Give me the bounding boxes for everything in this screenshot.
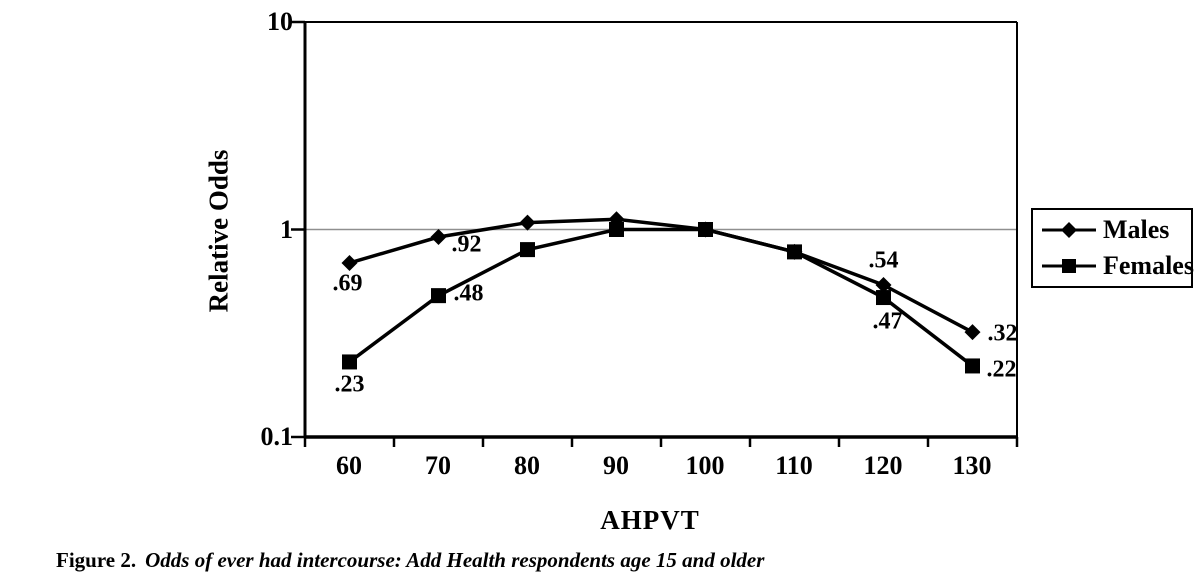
legend-item-females: Females [1041,252,1194,280]
square-marker [965,358,980,374]
x-tick-label-90: 90 [603,451,629,480]
square-marker [787,244,802,260]
x-tick-label-60: 60 [336,451,362,480]
x-tick-label-100: 100 [685,451,725,480]
females-line-square-icon [1042,259,1096,273]
diamond-marker [519,214,536,231]
legend-label-males: Males [1103,215,1170,244]
square-marker [698,222,713,237]
x-tick-label-110: 110 [775,451,813,480]
x-axis-title: AHPVT [600,505,700,535]
legend-label-females: Females [1103,251,1194,280]
figure-caption: Figure 2. Odds of ever had intercourse: A… [56,548,764,573]
x-tick-label-130: 130 [952,451,992,480]
point-label-males-120: .54 [868,247,899,274]
legend: Males Females [1031,208,1194,288]
point-label-females-130: .22 [986,356,1017,383]
y-tick-label-1: 1 [280,215,293,244]
diamond-marker [964,324,981,341]
series-line-males [349,217,974,334]
square-marker [431,288,446,304]
males-line-diamond-icon [1042,222,1096,238]
plot-canvas [291,20,1019,447]
square-marker [520,242,535,258]
x-tick-label-120: 120 [863,451,903,480]
figure-caption-number: Figure 2. [56,548,137,572]
figure-caption-text: Odds of ever had intercourse: Add Health… [145,548,765,572]
diamond-marker [430,229,447,246]
diamond-marker [875,277,892,294]
legend-item-males: Males [1041,216,1187,244]
x-tick-label-70: 70 [425,451,451,480]
y-tick-label-10: 10 [267,7,293,36]
point-label-females-60: .23 [334,371,365,398]
y-axis-title: Relative Odds [203,149,234,313]
point-label-females-120: .47 [872,308,903,335]
point-label-males-60: .69 [332,270,363,297]
series-line-females [348,227,974,368]
point-label-males-130: .32 [987,320,1018,347]
diamond-marker [341,254,358,271]
square-marker [609,222,624,237]
relative-odds-chart: 10 1 0.1 60 70 80 90 100 110 120 130 Rel… [203,7,1194,535]
y-tick-label-0-1: 0.1 [260,422,294,451]
square-marker [876,290,891,306]
x-tick-label-80: 80 [514,451,540,480]
square-marker [342,354,357,370]
point-label-females-70: .48 [453,280,484,307]
point-label-males-70: .92 [451,231,482,258]
